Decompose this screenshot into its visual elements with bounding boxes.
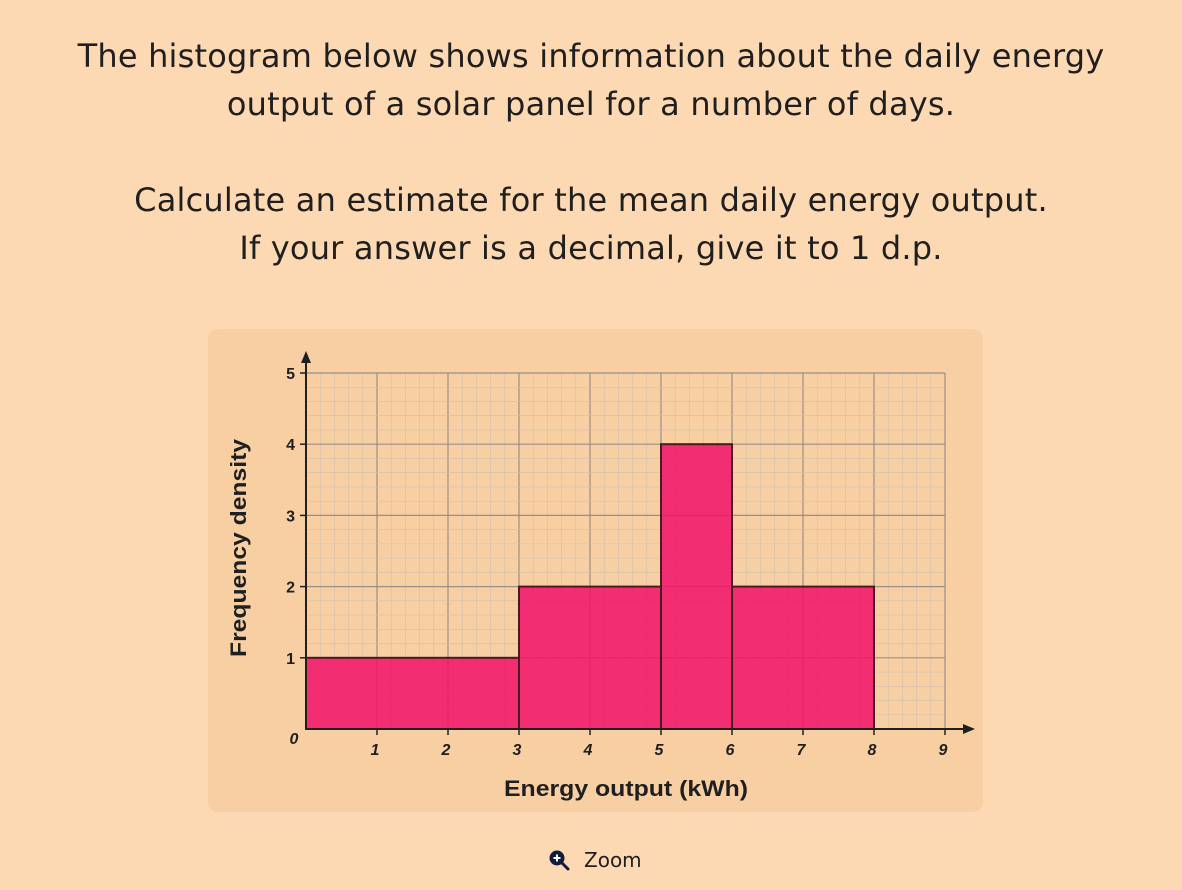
question-intro: The histogram below shows information ab… [0, 32, 1182, 128]
axes [300, 351, 975, 735]
x-tick-label: 6 [726, 742, 735, 759]
zoom-in-icon [549, 850, 570, 871]
x-tick-label: 1 [371, 742, 380, 759]
y-tick-label: 1 [286, 651, 295, 668]
y-tick-label: 4 [286, 437, 295, 454]
question-line-4: If your answer is a decimal, give it to … [239, 229, 943, 267]
x-tick-label: 7 [797, 742, 807, 759]
y-tick-label: 5 [286, 366, 295, 383]
tick-labels: 0 1 2 3 4 5 6 7 8 9 1 2 3 4 5 [286, 366, 947, 759]
y-tick-label: 3 [286, 508, 295, 525]
histogram-bar-2 [518, 585, 662, 730]
histogram-card: 0 1 2 3 4 5 6 7 8 9 1 2 3 4 5 Energy output (kWh) Freq… [208, 329, 983, 812]
question-line-3: Calculate an estimate for the mean daily… [134, 181, 1048, 219]
x-tick-label: 4 [583, 742, 593, 759]
histogram-bar-1 [305, 656, 520, 730]
y-tick-label: 2 [286, 580, 295, 597]
x-tick-label: 8 [868, 742, 877, 759]
x-tick-label: 5 [655, 742, 665, 759]
y-axis-arrow-icon [301, 351, 311, 363]
zoom-button[interactable]: Zoom [548, 848, 642, 872]
question-line-1: The histogram below shows information ab… [77, 37, 1105, 75]
x-tick-label: 0 [290, 731, 299, 748]
bars [305, 443, 875, 730]
histogram-chart: 0 1 2 3 4 5 6 7 8 9 1 2 3 4 5 Energy output (kWh) Freq… [226, 351, 975, 801]
question-line-2: output of a solar panel for a number of … [226, 85, 956, 123]
zoom-label: Zoom [584, 848, 642, 872]
x-axis-title: Energy output (kWh) [504, 776, 748, 801]
question-task: Calculate an estimate for the mean daily… [0, 176, 1182, 272]
histogram-bar-3 [660, 443, 733, 730]
y-axis-title: Frequency density [226, 438, 251, 657]
x-axis-arrow-icon [963, 724, 975, 734]
x-tick-label: 9 [939, 742, 948, 759]
histogram-bar-4 [731, 585, 875, 730]
x-tick-label: 2 [441, 742, 451, 759]
x-tick-label: 3 [513, 742, 522, 759]
